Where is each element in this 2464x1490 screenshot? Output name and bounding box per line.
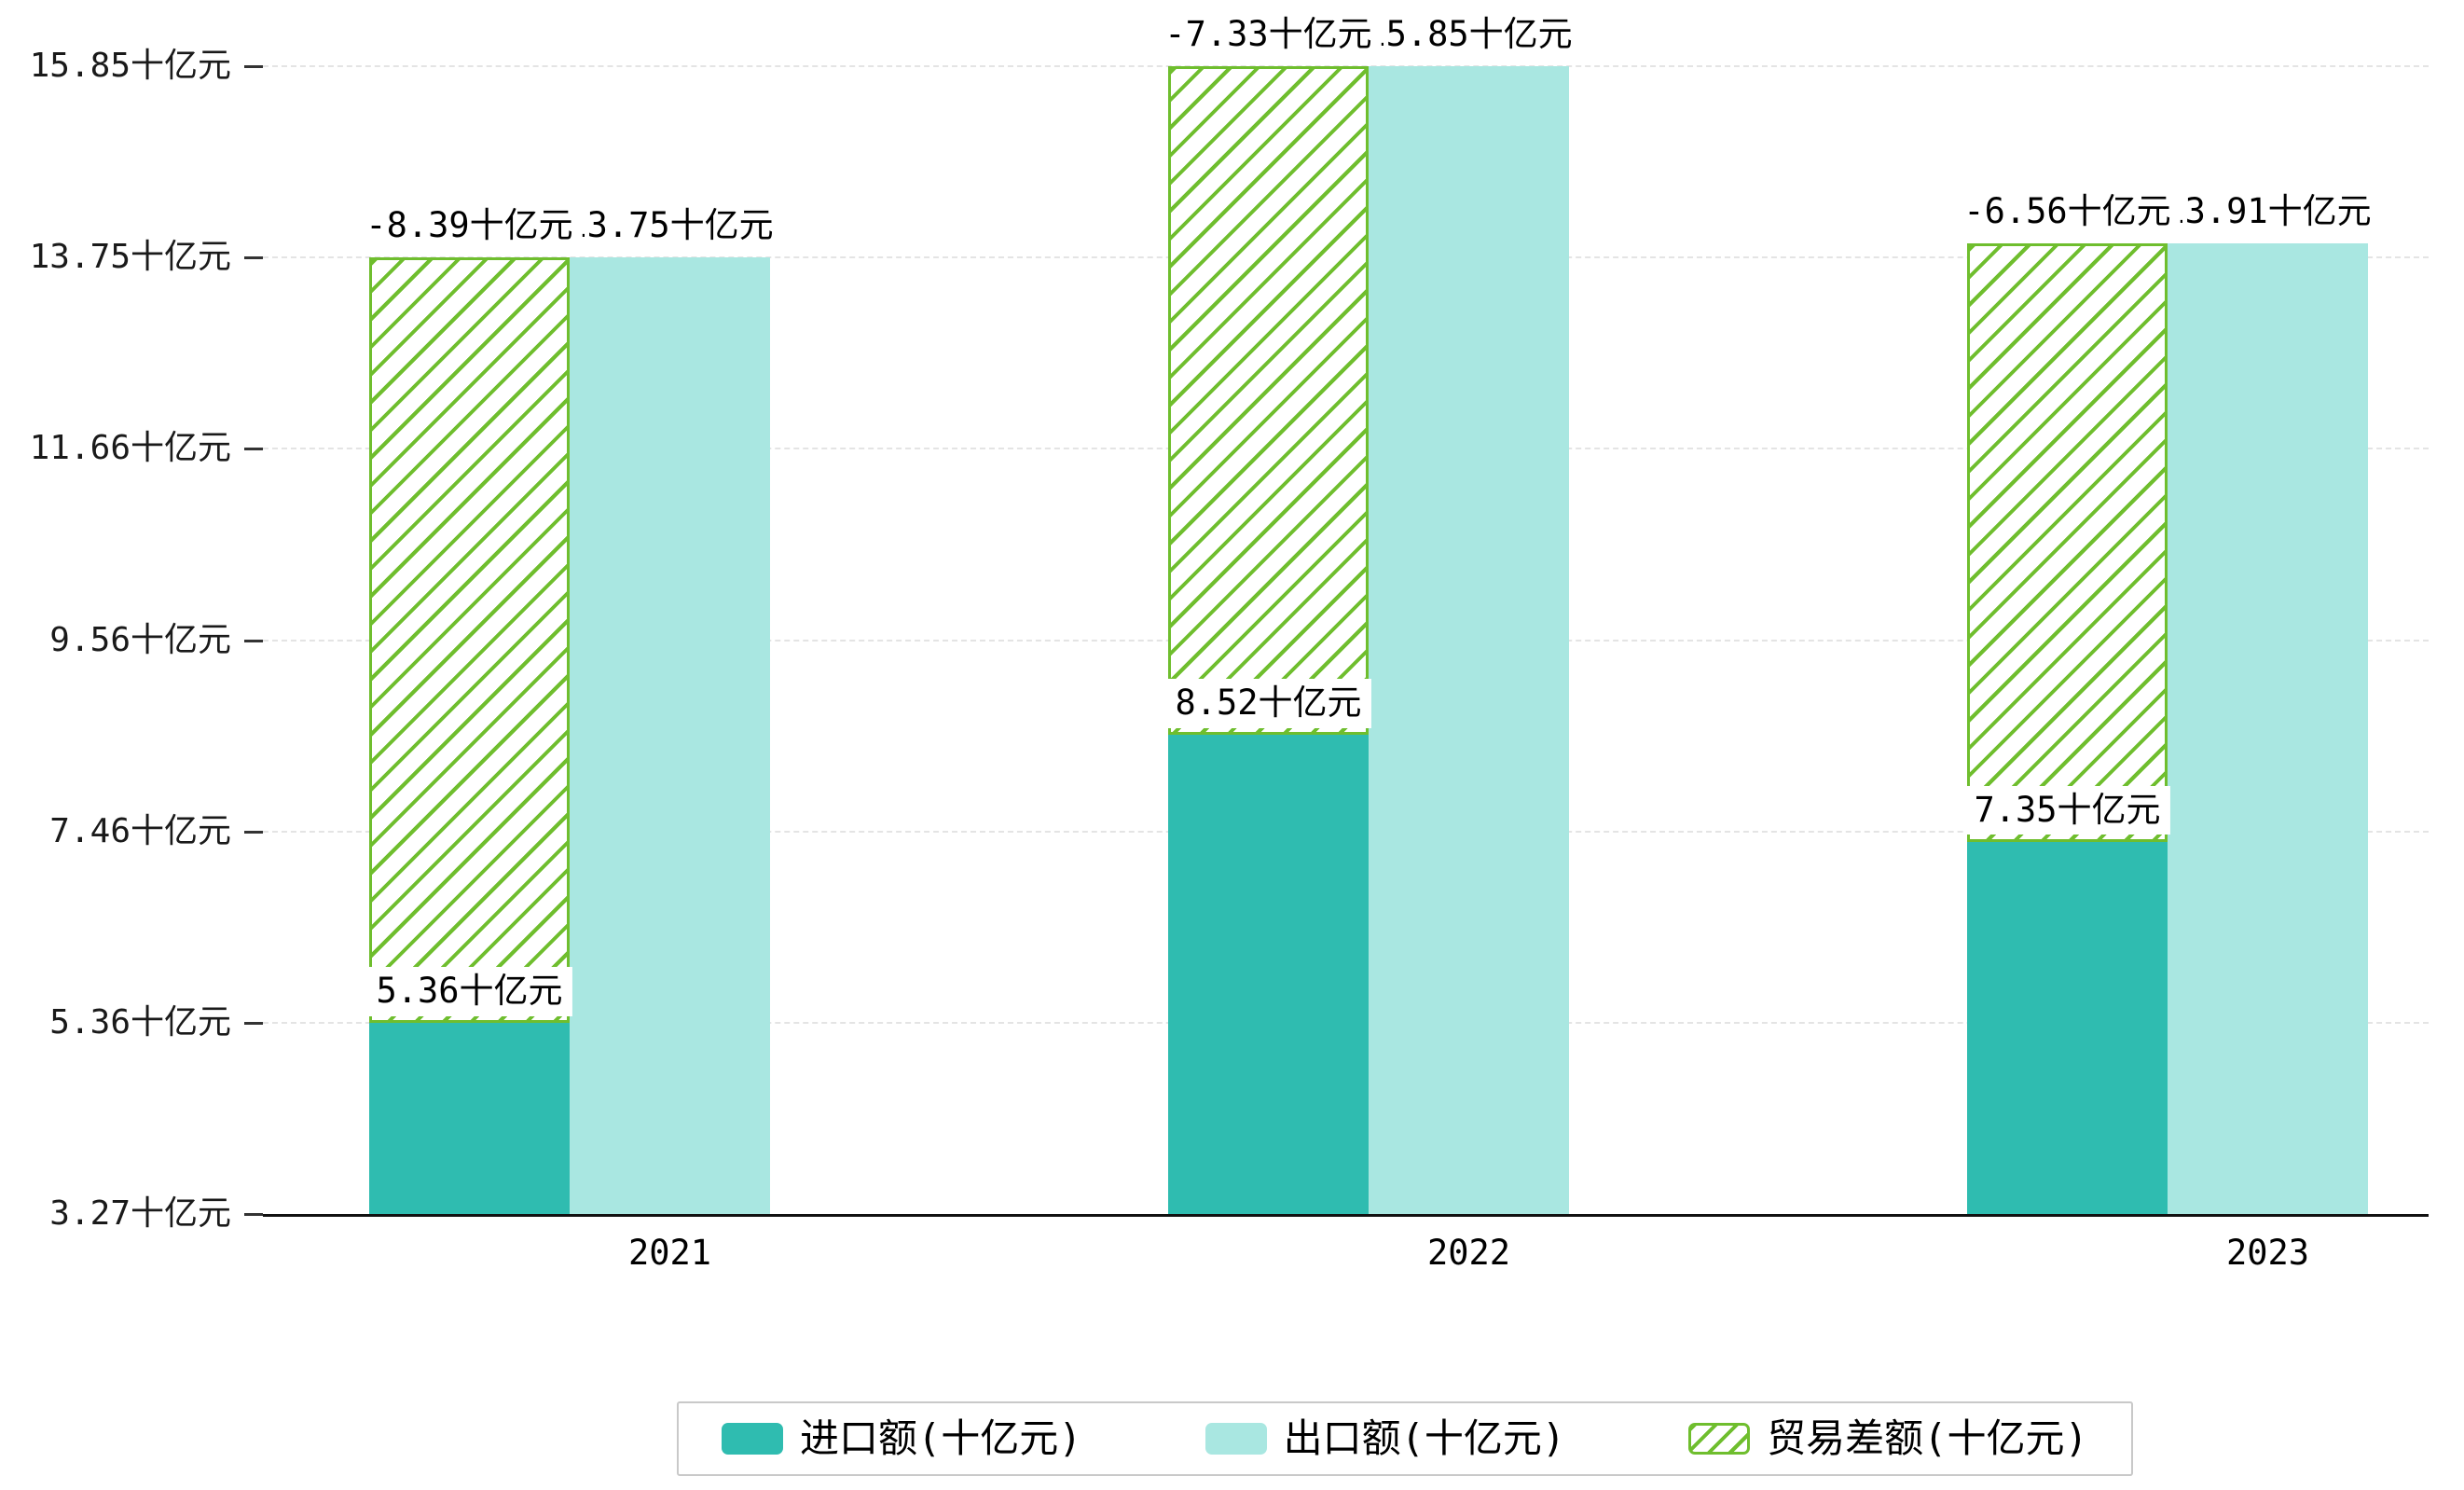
y-axis-tick bbox=[244, 639, 263, 642]
trade-balance-bar bbox=[369, 257, 570, 1024]
trade-balance-swatch-icon bbox=[1688, 1423, 1751, 1455]
x-axis-category-label: 2021 bbox=[627, 1233, 712, 1273]
y-axis-tick-label: 5.36十亿元 bbox=[49, 1003, 231, 1042]
y-axis-tick bbox=[244, 1022, 263, 1026]
export-swatch-icon bbox=[1204, 1423, 1267, 1455]
export-value-label: 13.75十亿元 bbox=[557, 201, 783, 251]
import-value-label: 5.36十亿元 bbox=[366, 967, 572, 1016]
trade-balance-bar bbox=[1168, 66, 1369, 736]
legend-label-import: 进口额(十亿元) bbox=[800, 1415, 1082, 1461]
legend-item-trade-balance[interactable]: 贸易差额(十亿元) bbox=[1688, 1419, 2088, 1458]
import-value-label: 7.35十亿元 bbox=[1964, 785, 2170, 835]
export-bar bbox=[570, 257, 770, 1214]
y-axis-tick-label: 11.66十亿元 bbox=[29, 429, 231, 467]
import-swatch-icon bbox=[722, 1423, 783, 1455]
import-bar bbox=[1967, 841, 2168, 1214]
legend: 进口额(十亿元) 出口额(十亿元) 贸易差额(十亿元) bbox=[677, 1401, 2133, 1476]
legend-label-trade-balance: 贸易差额(十亿元) bbox=[1767, 1415, 2088, 1461]
y-axis-tick-label: 7.46十亿元 bbox=[49, 811, 231, 850]
y-axis-tick-label: 9.56十亿元 bbox=[49, 620, 231, 659]
export-bar bbox=[2168, 242, 2368, 1214]
y-axis-tick-label: 3.27十亿元 bbox=[49, 1194, 231, 1233]
trade-balance-value-label: -6.56十亿元 bbox=[1954, 186, 2181, 237]
legend-item-import[interactable]: 进口额(十亿元) bbox=[722, 1419, 1082, 1458]
trade-balance-value-label: -7.33十亿元 bbox=[1155, 10, 1382, 60]
y-axis-tick bbox=[244, 1213, 263, 1216]
x-axis-category-label: 2023 bbox=[2225, 1233, 2310, 1273]
trade-balance-bar bbox=[1967, 242, 2168, 842]
trade-balance-value-label: -8.39十亿元 bbox=[356, 201, 583, 251]
import-bar bbox=[1168, 735, 1369, 1214]
y-axis-tick-label: 15.85十亿元 bbox=[29, 47, 231, 85]
x-axis-category-label: 2022 bbox=[1426, 1233, 1511, 1273]
import-value-label: 8.52十亿元 bbox=[1165, 679, 1371, 728]
legend-item-export[interactable]: 出口额(十亿元) bbox=[1204, 1415, 1566, 1461]
y-axis-tick bbox=[244, 65, 263, 68]
y-axis-tick bbox=[244, 256, 263, 260]
export-value-label: 15.85十亿元 bbox=[1356, 10, 1582, 60]
export-bar bbox=[1369, 66, 1569, 1214]
y-axis-tick bbox=[244, 830, 263, 834]
x-axis-line bbox=[263, 1214, 2429, 1217]
y-axis-tick bbox=[244, 448, 263, 450]
y-axis-tick-label: 13.75十亿元 bbox=[29, 238, 231, 277]
export-value-label: 13.91十亿元 bbox=[2154, 186, 2381, 237]
legend-label-export: 出口额(十亿元) bbox=[1283, 1415, 1566, 1461]
import-bar bbox=[369, 1023, 570, 1214]
